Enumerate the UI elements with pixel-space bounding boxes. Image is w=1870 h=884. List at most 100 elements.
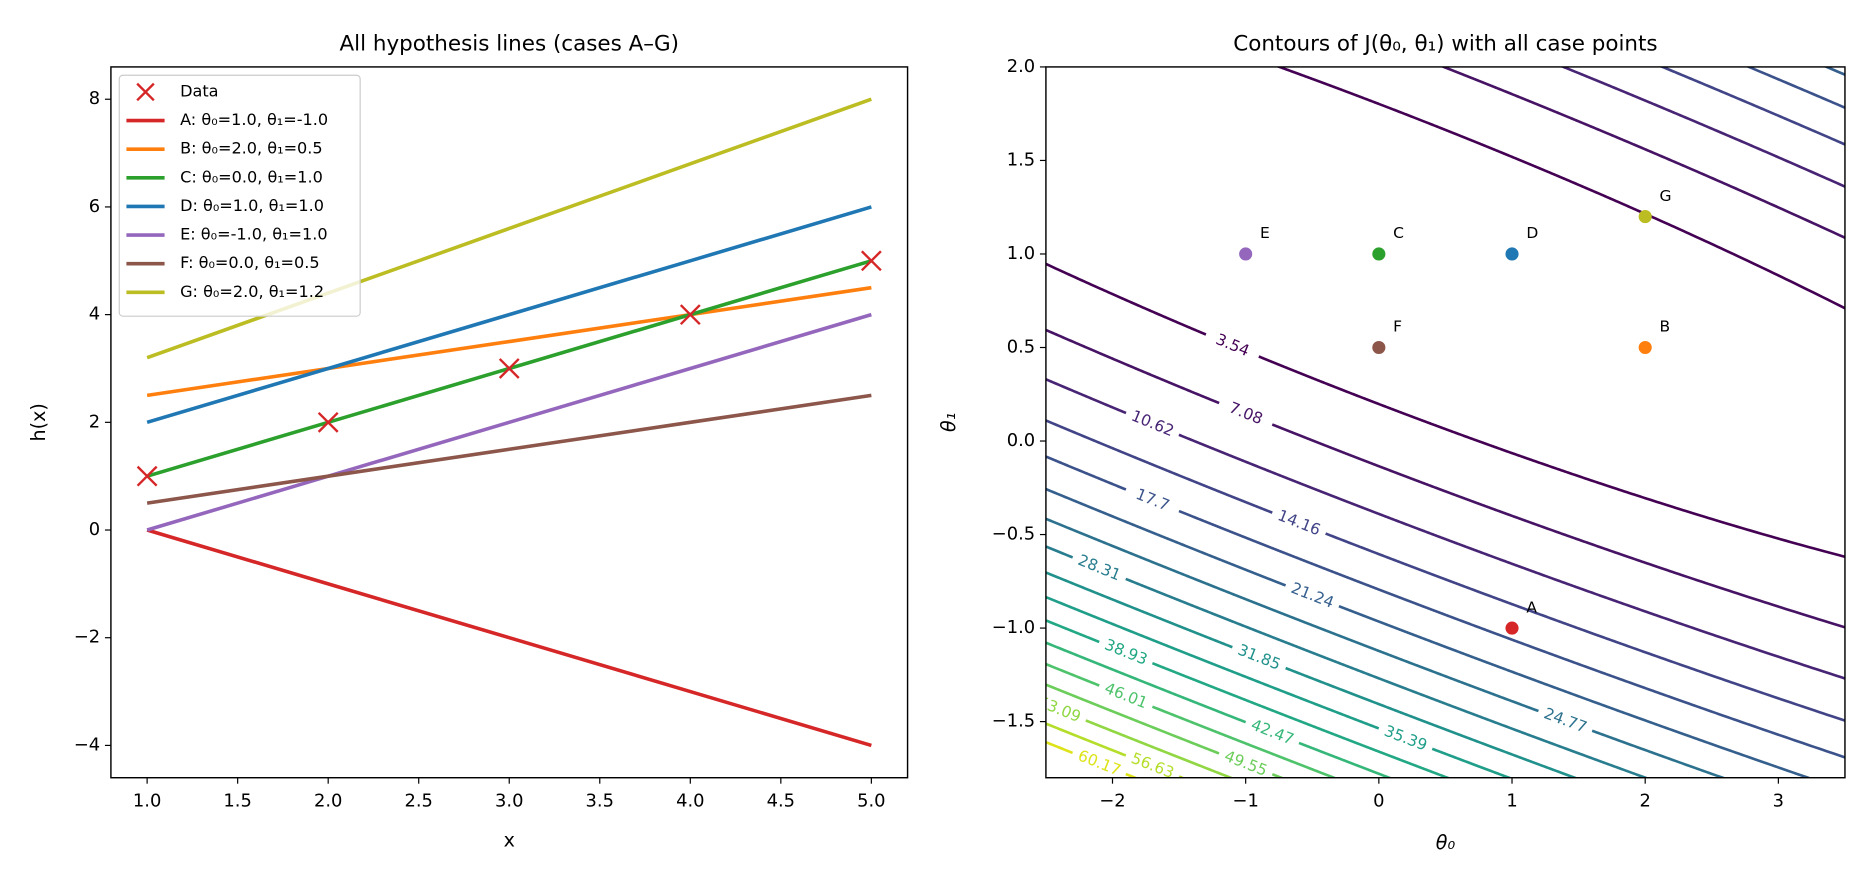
contour-label-gap — [1215, 743, 1277, 778]
y-tick-label: 0 — [89, 519, 100, 540]
x-tick-label: 4.5 — [767, 791, 795, 812]
hypothesis-line — [146, 528, 872, 748]
y-tick-label: 4 — [89, 304, 100, 325]
case-label: E — [1260, 224, 1270, 242]
hypothesis-line — [146, 205, 872, 425]
case-point — [1372, 247, 1386, 261]
plot-frame — [110, 66, 909, 779]
y-tick-label: 2 — [89, 411, 100, 432]
hypothesis-line — [146, 285, 872, 398]
data-point — [860, 250, 882, 272]
contour-label-gap — [1121, 479, 1184, 522]
case-point — [1505, 247, 1519, 261]
contour-label-gap — [1068, 742, 1130, 778]
y-tick-label: 1.0 — [1007, 243, 1035, 264]
y-axis-label: θ₁ — [938, 413, 960, 432]
legend-label: E: θ₀=-1.0, θ₁=1.0 — [180, 225, 327, 244]
case-point — [1239, 247, 1253, 261]
contour-label-gap — [1268, 502, 1330, 544]
x-tick-label: 0 — [1373, 791, 1384, 812]
y-tick-label: −2 — [74, 627, 100, 648]
case-point — [1505, 621, 1519, 635]
case-label: A — [1526, 598, 1537, 616]
contour-label-gap — [1045, 689, 1090, 731]
x-tick-label: 3.5 — [586, 791, 614, 812]
contour-label-group: 46.01 — [1095, 675, 1157, 717]
x-tick-label: 1.0 — [133, 791, 161, 812]
contour-label-gap — [1534, 700, 1596, 741]
contour-label-gap — [1121, 403, 1184, 445]
hypothesis-line — [146, 393, 872, 505]
legend-box — [118, 74, 361, 317]
x-axis-label: x — [504, 829, 515, 851]
y-tick-label: 1.5 — [1007, 149, 1035, 170]
legend-label: C: θ₀=0.0, θ₁=1.0 — [180, 167, 323, 186]
legend-label: G: θ₀=2.0, θ₁=1.2 — [180, 282, 324, 301]
data-point — [136, 465, 158, 487]
y-tick-label: −4 — [74, 734, 100, 755]
contour-line — [1045, 66, 1845, 680]
legend-label: Data — [180, 81, 218, 100]
chart-title: Contours of J(θ₀, θ₁) with all case poin… — [1233, 31, 1657, 56]
hypothesis-line — [146, 312, 872, 532]
y-tick-label: 6 — [89, 196, 100, 217]
legend-label: F: θ₀=0.0, θ₁=0.5 — [180, 253, 320, 272]
contour-label-gap — [1374, 718, 1437, 759]
x-tick-label: 3 — [1773, 791, 1784, 812]
y-tick-label: −1.0 — [992, 617, 1035, 638]
contour-label-gap — [1215, 393, 1277, 435]
contour-label-gap — [1201, 324, 1263, 367]
y-tick-label: 0.0 — [1007, 430, 1035, 451]
x-tick-label: −2 — [1099, 791, 1125, 812]
contour-label-gap — [1121, 745, 1184, 778]
x-tick-label: 2.0 — [314, 791, 342, 812]
case-point — [1638, 210, 1652, 224]
data-point — [679, 304, 701, 326]
contour-label-gap — [1095, 632, 1157, 674]
data-point — [317, 411, 339, 433]
legend-label: B: θ₀=2.0, θ₁=0.5 — [180, 139, 323, 158]
case-label: D — [1526, 224, 1538, 242]
x-tick-label: 3.0 — [495, 791, 523, 812]
case-point — [1372, 340, 1386, 355]
y-axis-label: h(x) — [28, 403, 50, 441]
chart-title: All hypothesis lines (cases A–G) — [339, 31, 679, 56]
contour-label-gap — [1095, 675, 1157, 717]
legend-marker — [136, 82, 155, 102]
y-tick-label: −0.5 — [992, 524, 1035, 545]
y-tick-label: −1.5 — [992, 711, 1035, 732]
legend-label: D: θ₀=1.0, θ₁=1.0 — [180, 196, 324, 215]
contour-label-gap — [1068, 547, 1130, 589]
contour-label-gap — [1281, 575, 1343, 617]
x-tick-label: 1.5 — [223, 791, 251, 812]
x-tick-label: −1 — [1232, 791, 1258, 812]
contour-line — [1045, 66, 1845, 629]
plot-frame — [1045, 66, 1846, 779]
x-axis-label: θ₀ — [1436, 832, 1456, 854]
contour-line — [1045, 66, 1845, 559]
case-point — [1638, 340, 1652, 355]
x-tick-label: 2 — [1640, 791, 1651, 812]
legend-label: A: θ₀=1.0, θ₁=-1.0 — [180, 110, 328, 129]
data-point — [498, 358, 520, 379]
contour-label-gap — [1241, 712, 1303, 753]
y-tick-label: 0.5 — [1007, 337, 1035, 358]
x-tick-label: 5.0 — [857, 791, 885, 812]
y-tick-label: 2.0 — [1007, 56, 1035, 77]
x-tick-label: 4.0 — [676, 791, 704, 812]
contour-label-gap — [1228, 637, 1290, 679]
case-label: B — [1660, 318, 1671, 336]
contour-label-group: 24.77 — [1534, 700, 1596, 741]
case-label: C — [1393, 224, 1404, 242]
y-tick-label: 8 — [89, 88, 100, 109]
x-tick-label: 2.5 — [404, 791, 432, 812]
case-label: F — [1393, 318, 1402, 336]
case-label: G — [1660, 187, 1672, 205]
x-tick-label: 1 — [1506, 791, 1517, 812]
